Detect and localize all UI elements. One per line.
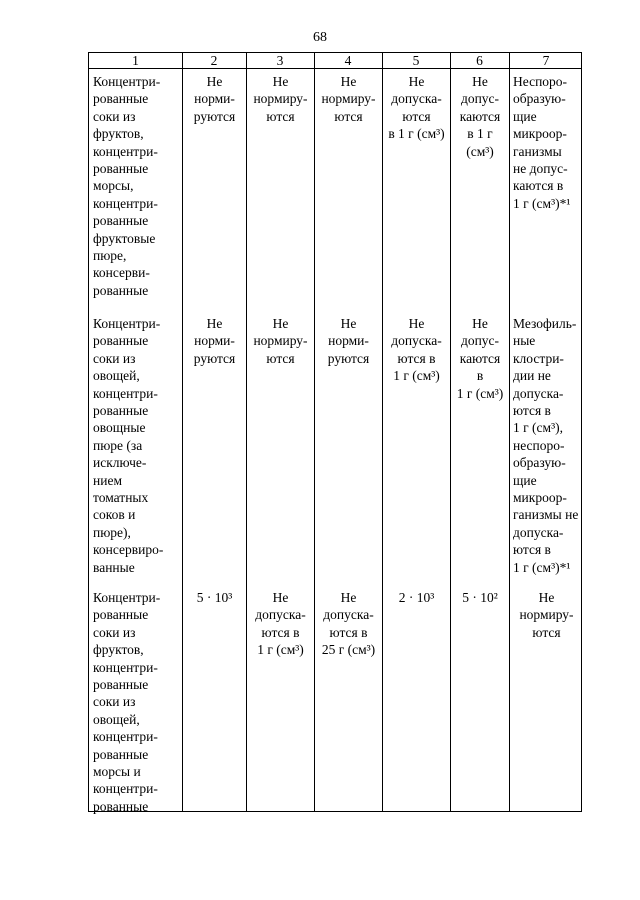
table-cell: Мезофиль- ные клостри- дии не допуска- ю…: [513, 316, 579, 575]
table-cell: Не норми- руются: [193, 316, 236, 366]
row-product-name: Концентри- рованные соки из фруктов, кон…: [93, 74, 161, 298]
column-header-7: 7: [542, 53, 550, 68]
table-cell: Не допус- каются в 1 г (см³): [459, 74, 501, 159]
table-cell: 5 · 10³: [196, 590, 233, 605]
table-cell: Не нормиру- ются: [519, 590, 574, 640]
row-product-name: Концентри- рованные соки из фруктов, кон…: [93, 590, 161, 814]
table-cell: 5 · 10²: [462, 590, 498, 605]
column-divider: [246, 53, 247, 811]
column-header-3: 3: [276, 53, 284, 68]
column-header-2: 2: [210, 53, 218, 68]
page-number: 68: [313, 30, 327, 45]
table-cell: Не допус- каются в 1 г (см³): [456, 316, 504, 401]
table-cell: Не норми- руются: [327, 316, 370, 366]
column-divider: [182, 53, 183, 811]
row-product-name: Концентри- рованные соки из овощей, конц…: [93, 316, 164, 575]
column-header-4: 4: [344, 53, 352, 68]
table-cell: Не нормиру- ются: [321, 74, 376, 124]
table-cell: Не нормиру- ются: [253, 316, 308, 366]
column-divider: [382, 53, 383, 811]
data-table: 1 2 3 4 5 6 7 Концентри- рованные соки из фрукт…: [88, 52, 582, 814]
table-cell: Не допуска- ются в 25 г (см³): [321, 590, 376, 658]
column-header-5: 5: [412, 53, 420, 68]
table-cell: Не допуска- ются в 1 г (см³): [391, 316, 442, 384]
table-cell: Не норми- руются: [193, 74, 236, 124]
table-cell: 2 · 10³: [398, 590, 435, 605]
table-cell: Неспоро- образую- щие микроор- ганизмы н…: [513, 74, 571, 211]
column-divider: [450, 53, 451, 811]
column-header-6: 6: [476, 53, 483, 68]
column-divider: [509, 53, 510, 811]
table-cell: Не нормиру- ются: [253, 74, 308, 124]
column-divider: [314, 53, 315, 811]
column-header-1: 1: [132, 53, 139, 68]
header-divider: [89, 68, 581, 69]
table-cell: Не допуска- ются в 1 г (см³): [388, 74, 445, 142]
table-cell: Не допуска- ются в 1 г (см³): [255, 590, 306, 658]
